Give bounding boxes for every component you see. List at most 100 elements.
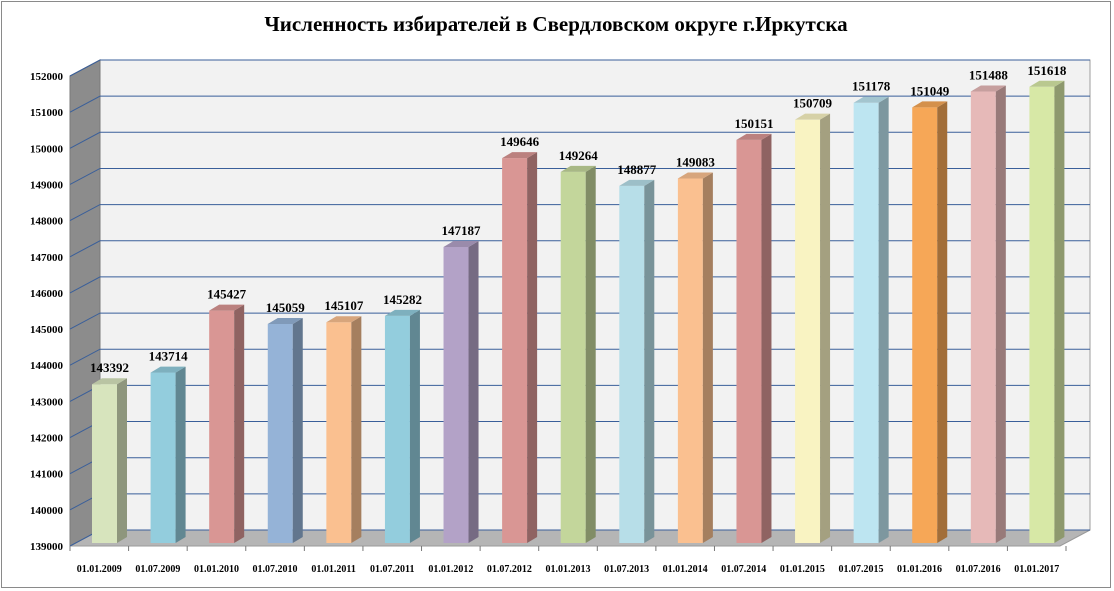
x-tick-label: 01.01.2016 bbox=[897, 564, 942, 575]
y-tick-label: 141000 bbox=[30, 469, 64, 481]
y-axis-ticks: 139000 140000 141000 142000 143000 144000 1450… bbox=[30, 71, 64, 553]
x-tick-label: 01.07.2012 bbox=[487, 564, 532, 575]
bar-side bbox=[937, 101, 948, 543]
bar-top bbox=[970, 85, 1006, 92]
bar-side bbox=[117, 378, 127, 543]
data-label: 151488 bbox=[969, 68, 1009, 83]
x-tick-label: 01.07.2013 bbox=[604, 564, 649, 575]
data-label: 150709 bbox=[793, 96, 833, 111]
data-labels: 143392 143714 145427 145059 145107 145282 1471… bbox=[90, 63, 1067, 375]
bar-side bbox=[234, 304, 245, 543]
bar-side bbox=[175, 366, 186, 543]
data-label: 151618 bbox=[1027, 63, 1067, 78]
y-tick-label: 150000 bbox=[30, 143, 64, 155]
y-tick-label: 146000 bbox=[30, 288, 64, 300]
bar bbox=[326, 316, 362, 543]
bar-top bbox=[795, 113, 831, 120]
data-label: 148877 bbox=[617, 162, 657, 177]
bar-top bbox=[92, 378, 127, 385]
bar-side bbox=[409, 309, 420, 543]
bar bbox=[853, 96, 889, 544]
y-tick-label: 139000 bbox=[30, 541, 64, 553]
bar-side bbox=[1054, 80, 1065, 544]
data-label: 149646 bbox=[500, 134, 540, 149]
y-tick-label: 149000 bbox=[30, 179, 64, 191]
x-tick-label: 01.01.2014 bbox=[663, 564, 708, 575]
y-tick-label: 148000 bbox=[30, 216, 64, 228]
y-tick-label: 140000 bbox=[30, 505, 64, 517]
bar-front bbox=[443, 247, 469, 543]
bar-top bbox=[677, 172, 713, 179]
bar-side bbox=[644, 179, 655, 544]
bar-front bbox=[326, 322, 352, 543]
data-label: 145427 bbox=[207, 287, 247, 302]
y-tick-label: 152000 bbox=[30, 71, 64, 83]
bar-top bbox=[267, 317, 303, 324]
bar bbox=[443, 241, 479, 543]
y-tick-label: 142000 bbox=[30, 433, 64, 445]
y-tick-label: 151000 bbox=[30, 107, 64, 119]
bar bbox=[209, 304, 245, 543]
bar-front bbox=[384, 315, 410, 543]
x-tick-label: 01.01.2012 bbox=[428, 564, 473, 575]
data-label: 150151 bbox=[734, 116, 773, 131]
x-tick-label: 01.07.2009 bbox=[135, 564, 180, 575]
bar-top bbox=[443, 241, 479, 248]
bar-top bbox=[209, 304, 245, 311]
bar-top bbox=[502, 152, 538, 159]
bar-side bbox=[820, 113, 831, 543]
bar bbox=[912, 101, 948, 543]
bar-front bbox=[677, 178, 703, 544]
bar bbox=[736, 133, 772, 544]
data-label: 149083 bbox=[676, 154, 716, 169]
bars bbox=[92, 80, 1065, 544]
bar-side bbox=[527, 152, 538, 544]
bar-front bbox=[502, 158, 528, 544]
x-tick-label: 01.01.2015 bbox=[780, 564, 825, 575]
data-label: 149264 bbox=[559, 148, 599, 163]
bar-side bbox=[995, 85, 1006, 543]
x-tick-label: 01.07.2014 bbox=[721, 564, 766, 575]
x-tick-label: 01.07.2011 bbox=[370, 564, 414, 575]
x-tick-label: 01.07.2015 bbox=[838, 564, 883, 575]
bar-top bbox=[150, 366, 186, 373]
bar bbox=[267, 317, 303, 543]
gridline bbox=[69, 59, 1090, 77]
bar bbox=[619, 179, 655, 544]
x-tick-label: 01.01.2010 bbox=[194, 564, 239, 575]
data-label: 151049 bbox=[910, 83, 950, 98]
bar-side bbox=[468, 241, 479, 543]
y-tick-label: 147000 bbox=[30, 252, 64, 264]
gridline bbox=[69, 131, 1090, 149]
bar-top bbox=[326, 316, 362, 323]
bar-front bbox=[92, 384, 117, 543]
x-tick-label: 01.07.2016 bbox=[956, 564, 1001, 575]
bar-side bbox=[351, 316, 362, 543]
bar-front bbox=[1029, 86, 1055, 544]
bar bbox=[1029, 80, 1065, 544]
bar-side bbox=[702, 172, 713, 544]
bar bbox=[970, 85, 1006, 543]
bar-front bbox=[560, 171, 586, 543]
y-tick-label: 143000 bbox=[30, 396, 64, 408]
bar-top bbox=[912, 101, 948, 108]
bar-side bbox=[878, 96, 889, 544]
gridline bbox=[69, 95, 1090, 113]
x-tick-label: 01.01.2013 bbox=[546, 564, 591, 575]
data-label: 143392 bbox=[90, 360, 129, 375]
bar-side bbox=[585, 165, 596, 543]
data-label: 145282 bbox=[383, 292, 422, 307]
x-tick-label: 01.07.2010 bbox=[253, 564, 298, 575]
bar-front bbox=[853, 102, 879, 544]
bar-front bbox=[795, 119, 821, 543]
bar-front bbox=[970, 91, 996, 543]
bar-front bbox=[912, 107, 938, 543]
bar-side bbox=[292, 317, 303, 543]
bar bbox=[384, 309, 420, 543]
bar bbox=[560, 165, 596, 543]
y-tick-label: 145000 bbox=[30, 324, 64, 336]
bar-top bbox=[560, 165, 596, 172]
data-label: 145107 bbox=[324, 298, 364, 313]
bar bbox=[92, 378, 127, 543]
